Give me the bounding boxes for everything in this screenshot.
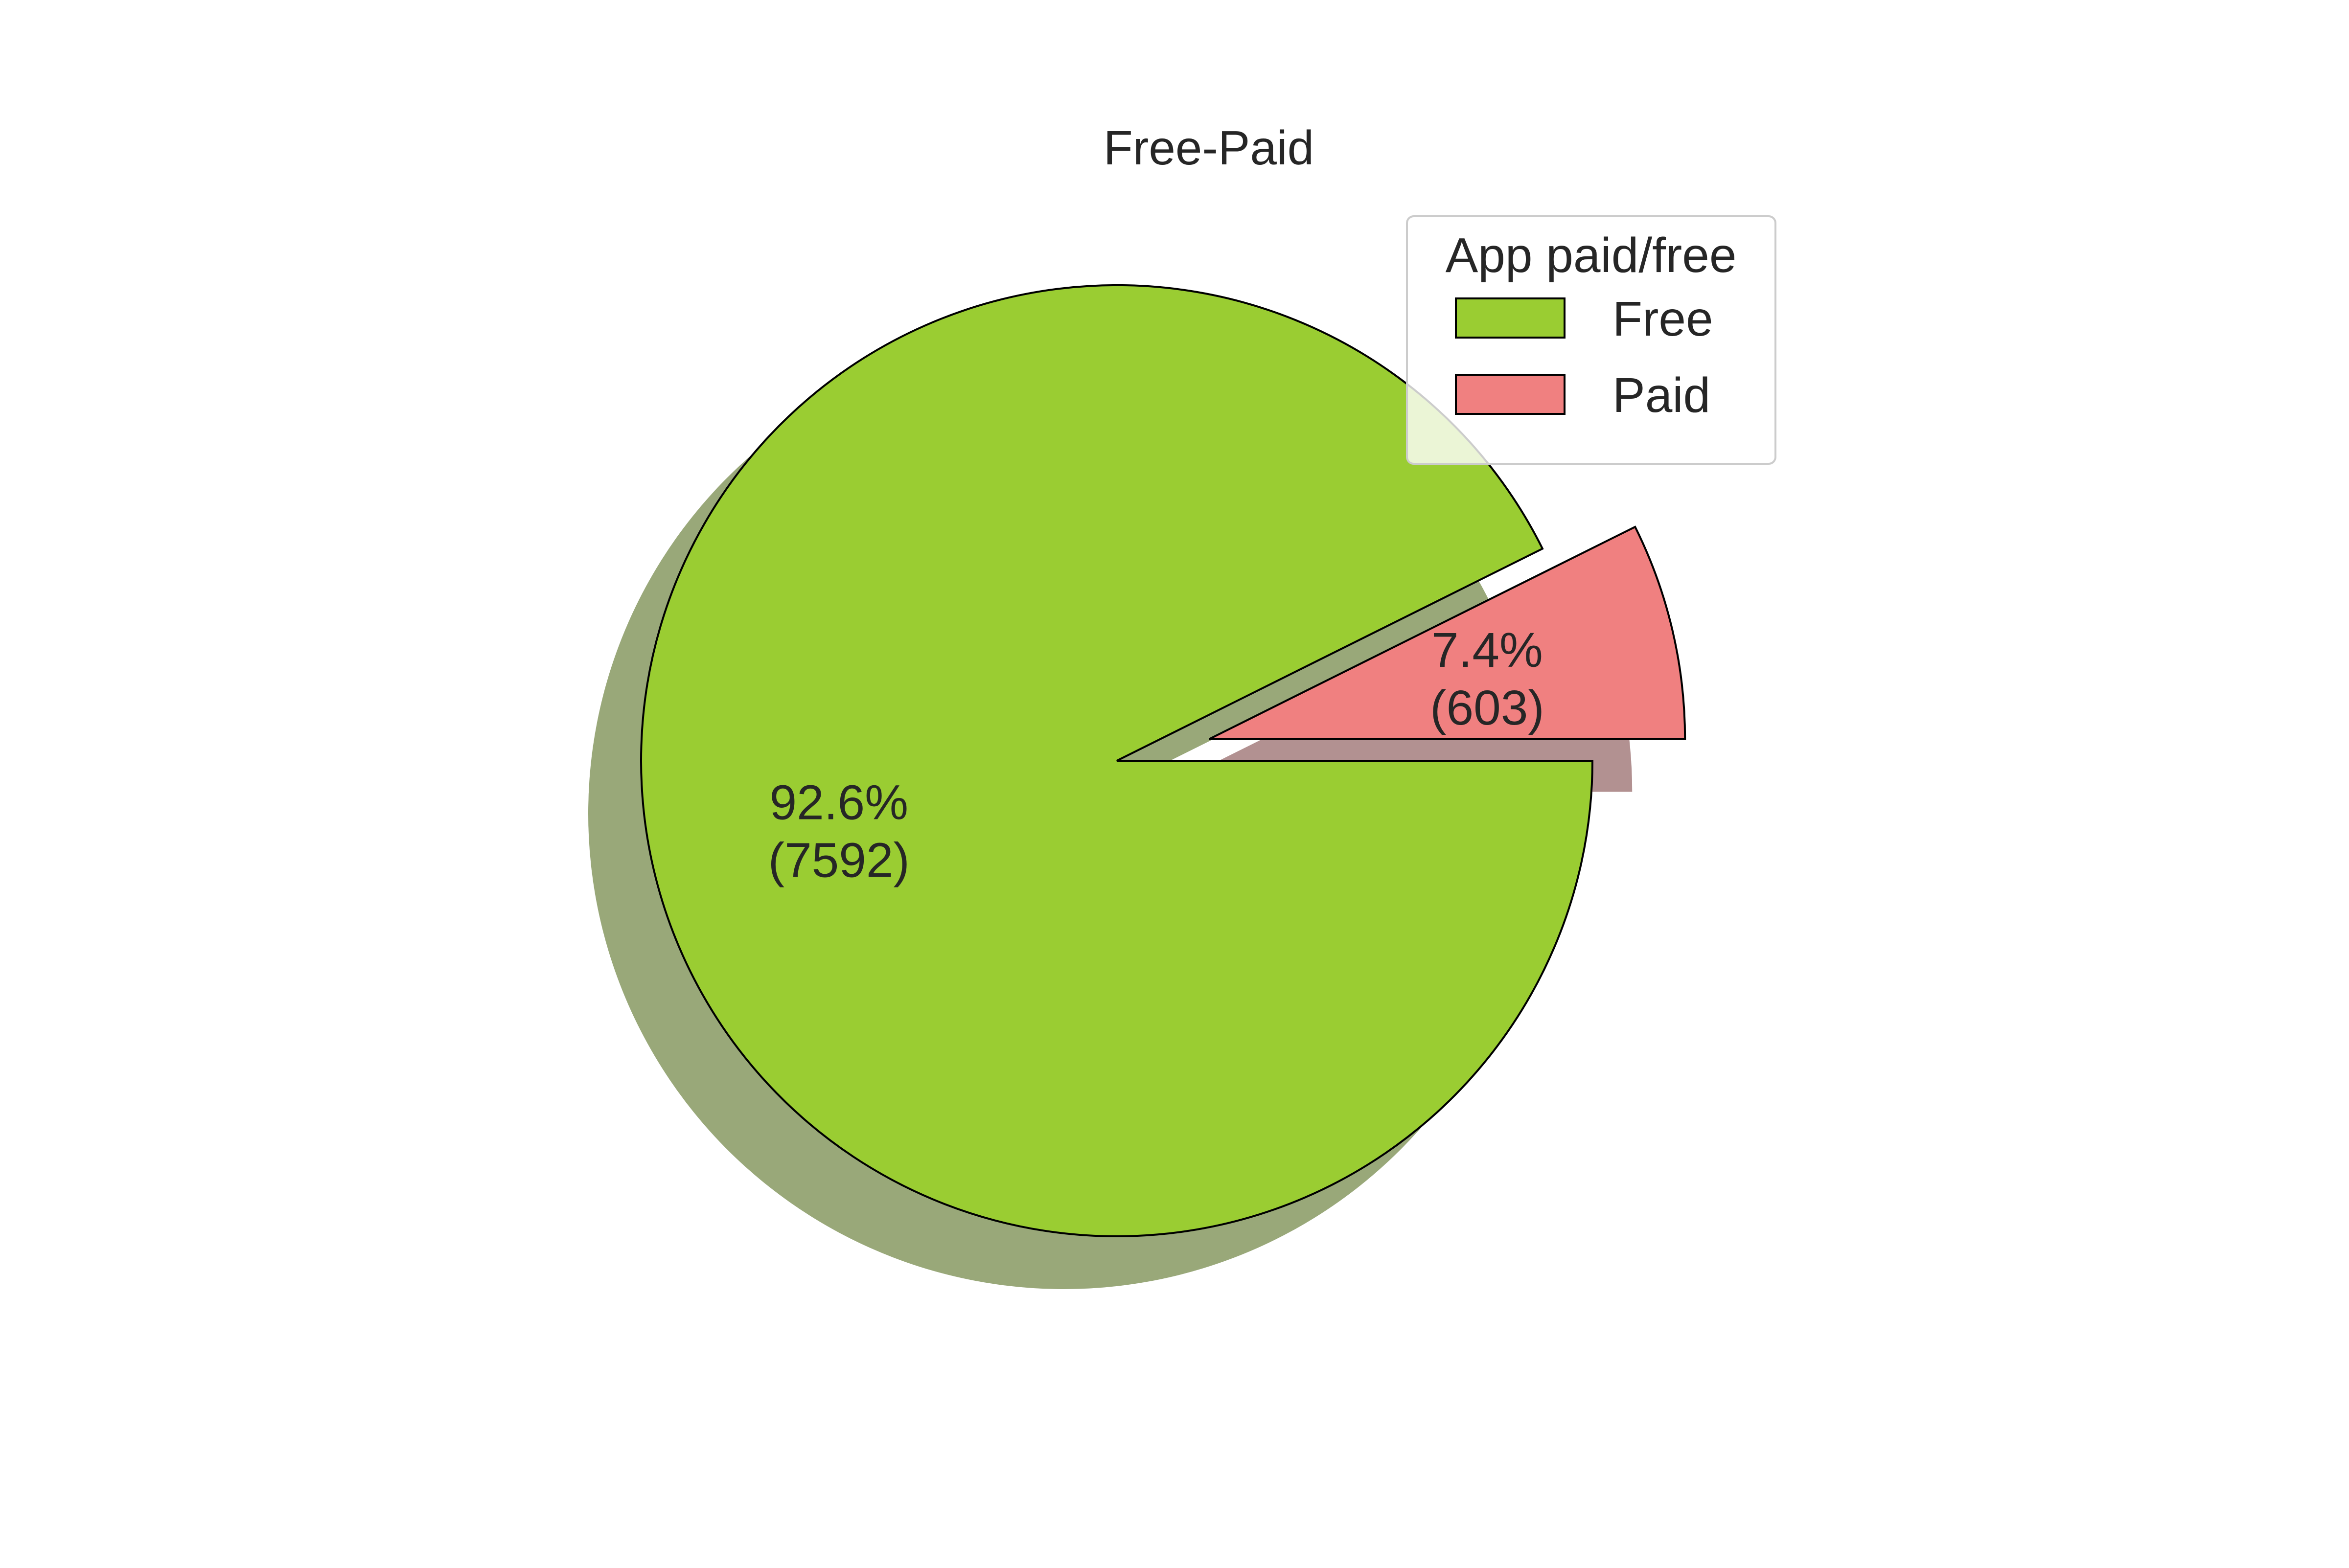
slice-count-label-paid: (603) [1430, 681, 1544, 735]
pie-slice-paid [1209, 525, 1686, 740]
pie-slice-free [640, 284, 1594, 1237]
legend-title: App paid/free [1446, 228, 1737, 283]
legend-swatch-paid [1455, 374, 1566, 415]
legend: App paid/free Free Paid [1406, 215, 1776, 465]
slice-layer [640, 284, 1686, 1237]
chart-title: Free-Paid [1104, 121, 1314, 175]
label-layer: 92.6%(7592) 7.4%(603) [768, 623, 1544, 888]
legend-entries: Free Paid [1455, 292, 1713, 423]
legend-label-paid: Paid [1612, 368, 1710, 423]
legend-label-free: Free [1612, 292, 1713, 346]
legend-swatch-free [1455, 297, 1566, 339]
slice-percent-label-paid: 7.4% [1431, 623, 1543, 678]
slice-percent-label-free: 92.6% [770, 775, 909, 830]
slice-count-label-free: (7592) [768, 833, 910, 888]
